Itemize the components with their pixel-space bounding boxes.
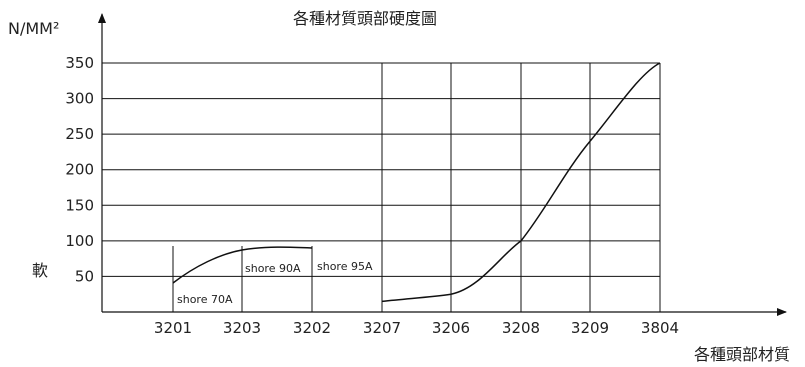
shore-label: shore 90A: [245, 262, 301, 275]
soft-label: 軟: [32, 261, 48, 280]
x-tick-label: 3207: [363, 319, 401, 337]
hardness-curve: [381, 62, 661, 303]
x-tick-label: 3804: [641, 319, 679, 337]
chart-title: 各種材質頭部硬度圖: [293, 9, 437, 28]
y-axis-label: N/MM²: [8, 19, 59, 38]
x-tick-label: 3206: [432, 319, 470, 337]
x-tick-label: 3209: [571, 319, 609, 337]
x-ticks: 3201 3203 3202 3207 3206 3208 3209 3804: [154, 319, 679, 337]
y-tick-label: 100: [65, 232, 94, 250]
grid: [102, 62, 661, 312]
x-tick-label: 3203: [223, 319, 261, 337]
x-tick-label: 3202: [293, 319, 331, 337]
y-tick-label: 250: [65, 125, 94, 143]
y-tick-label: 300: [65, 90, 94, 108]
y-ticks: 50 100 150 200 250 300 350: [65, 54, 94, 285]
y-tick-label: 150: [65, 196, 94, 214]
series: shore 70A shore 90A shore 95A: [172, 62, 661, 312]
x-axis-label: 各種頭部材質: [694, 345, 790, 364]
y-tick-label: 50: [75, 267, 94, 285]
x-tick-label: 3201: [154, 319, 192, 337]
shore-label: shore 95A: [317, 260, 373, 273]
shore-label: shore 70A: [177, 293, 233, 306]
soft-curve: [172, 246, 313, 284]
x-tick-label: 3208: [502, 319, 540, 337]
y-tick-label: 200: [65, 161, 94, 179]
y-tick-label: 350: [65, 54, 94, 72]
